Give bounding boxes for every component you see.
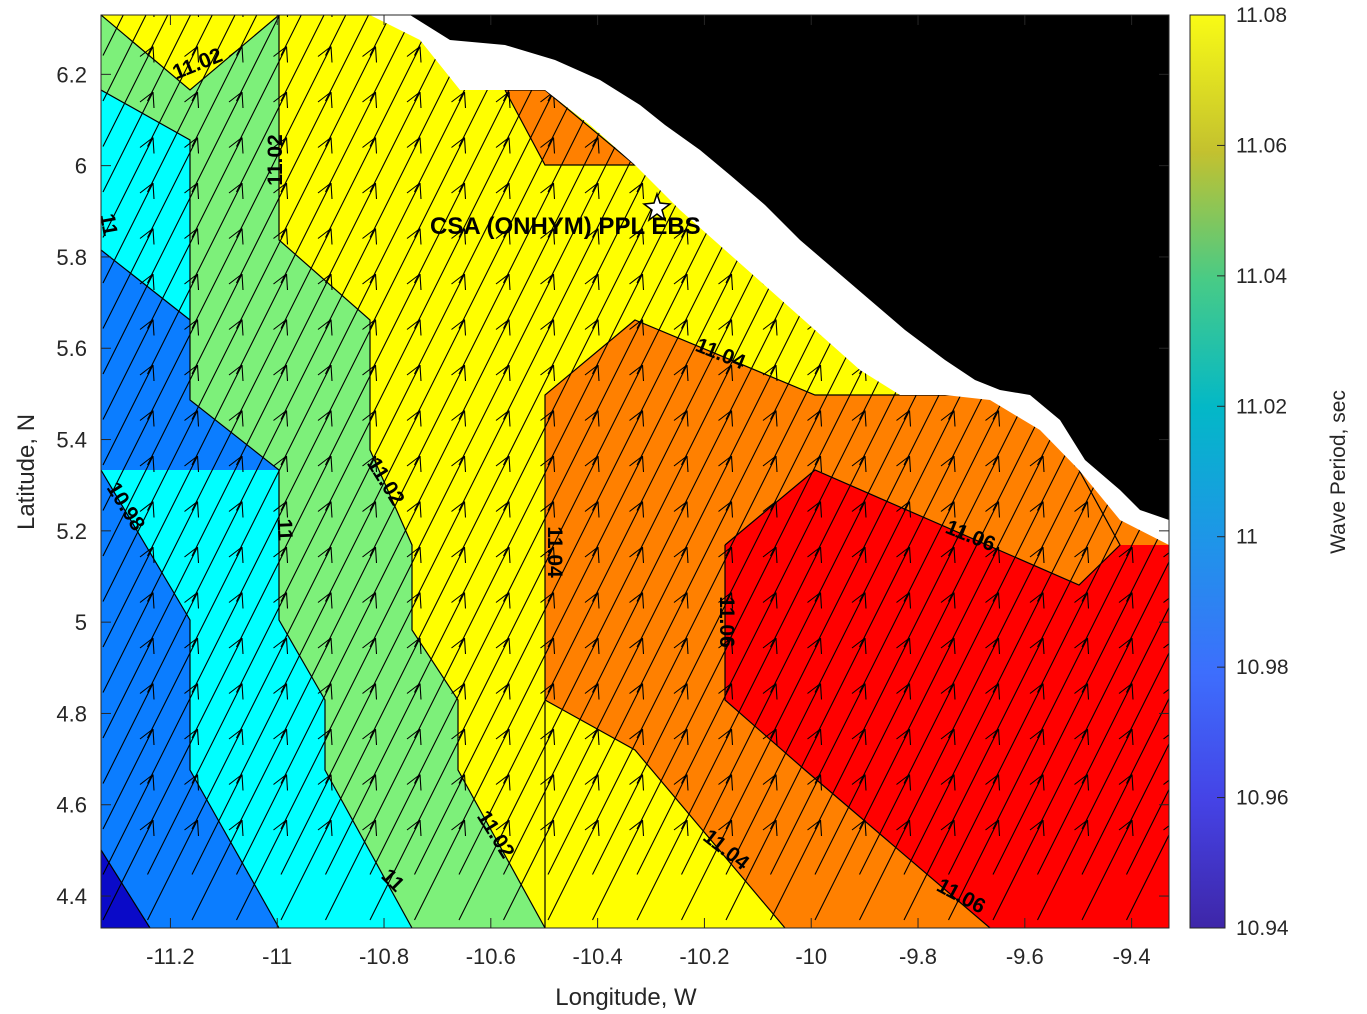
wave-arrow xyxy=(370,0,421,10)
wave-arrow xyxy=(281,0,332,10)
wave-arrow xyxy=(191,15,213,56)
x-tick-label: -10.2 xyxy=(679,944,729,969)
wave-arrow xyxy=(1038,0,1089,10)
x-tick-label: -10.6 xyxy=(466,944,516,969)
colorbar xyxy=(1189,14,1226,929)
wave-arrow xyxy=(548,0,599,10)
x-tick-label: -9.6 xyxy=(1006,944,1044,969)
wave-arrow xyxy=(1126,779,1169,875)
contour-label: 11 xyxy=(273,518,297,541)
wave-arrow xyxy=(325,15,347,56)
colorbar-tick-label: 10.96 xyxy=(1236,787,1289,810)
map-plot-area: 11.02 11.02 11 11.02 11 10.98 11.04 11.0… xyxy=(95,0,1178,928)
x-tick-label: -11 xyxy=(262,944,292,969)
wave-arrow xyxy=(280,15,302,56)
y-tick-label: 5.8 xyxy=(56,245,87,270)
contour-label: 11.02 xyxy=(264,134,287,185)
wave-arrow xyxy=(726,0,777,10)
wave-arrow xyxy=(280,15,333,102)
wave-arrow xyxy=(1127,0,1178,10)
x-axis-title: Longitude, W xyxy=(555,984,697,1011)
axes-box xyxy=(100,14,1170,929)
colorbar-tick-label: 10.94 xyxy=(1236,917,1289,940)
wave-arrow xyxy=(103,0,154,10)
wave-arrow xyxy=(459,0,510,10)
y-tick-label: 6.2 xyxy=(56,62,87,87)
colorbar-tick-label: 11.02 xyxy=(1236,395,1287,418)
wave-arrow xyxy=(147,15,200,102)
y-axis-title: Latitude, N xyxy=(13,414,40,530)
wave-arrow xyxy=(1126,688,1169,784)
wave-arrow xyxy=(415,0,466,10)
site-label: CSA (ONHYM) PPL EBS xyxy=(430,213,701,240)
wave-arrow xyxy=(326,0,377,10)
wave-arrow xyxy=(815,0,866,10)
y-tick-label: 4.8 xyxy=(56,701,87,726)
contour-lines xyxy=(101,15,1169,928)
wave-arrow xyxy=(682,0,733,10)
wave-arrow xyxy=(993,0,1044,10)
x-axis: -11.2 -11 -10.8 -10.6 -10.4 -10.2 -10 -9.8 -9.6 -… xyxy=(146,15,1151,969)
wave-arrow xyxy=(236,15,289,102)
wave-arrow xyxy=(147,15,169,56)
colorbar-tick-label: 11.06 xyxy=(1236,134,1287,157)
contour-label: 11.06 xyxy=(715,596,738,647)
wave-arrow xyxy=(1126,597,1169,693)
wave-arrow xyxy=(191,15,244,102)
wave-arrow xyxy=(1082,0,1133,10)
wave-arrow xyxy=(1126,734,1169,830)
y-axis: 4.4 4.6 4.8 5 5.2 5.4 5.6 5.8 6 6.2 xyxy=(56,62,1169,909)
y-tick-label: 5.4 xyxy=(56,428,87,453)
wave-arrow xyxy=(904,0,955,10)
y-tick-label: 5.6 xyxy=(56,336,87,361)
wave-arrow xyxy=(1126,552,1169,648)
wave-arrow xyxy=(325,15,378,102)
site-star-icon xyxy=(642,191,672,222)
x-tick-label: -9.8 xyxy=(899,944,937,969)
y-tick-label: 4.6 xyxy=(56,793,87,818)
x-tick-label: -10.8 xyxy=(359,944,409,969)
colorbar-tick-label: 11.04 xyxy=(1236,265,1287,288)
wave-arrow xyxy=(237,0,288,10)
y-tick-label: 5 xyxy=(75,610,87,635)
wave-arrow xyxy=(860,0,911,10)
wave-arrow xyxy=(369,15,391,56)
x-tick-label: -9.4 xyxy=(1113,944,1151,969)
x-tick-label: -10.4 xyxy=(573,944,623,969)
colorbar-tick-label: 11.08 xyxy=(1236,4,1287,27)
contour-label: 11.04 xyxy=(543,526,566,578)
x-tick-label: -11.2 xyxy=(146,944,195,969)
contour-label: 11 xyxy=(95,212,122,238)
y-tick-label: 6 xyxy=(75,154,87,179)
colorbar-tick-label: 10.98 xyxy=(1236,656,1289,679)
wave-arrow xyxy=(102,15,124,56)
wave-arrow xyxy=(1126,643,1169,739)
period-patch-coastal xyxy=(505,90,635,165)
wave-arrow xyxy=(949,0,1000,10)
wave-arrow xyxy=(1126,825,1169,921)
colorbar-tick-label: 11 xyxy=(1236,526,1258,549)
wave-arrow xyxy=(637,0,688,10)
y-tick-label: 5.2 xyxy=(56,519,87,544)
wave-arrow xyxy=(771,0,822,10)
y-tick-label: 4.4 xyxy=(56,884,87,909)
colorbar-ticks: 11.08 11.06 11.04 11.02 11 10.98 10.96 10.94 xyxy=(1217,4,1289,940)
wave-arrow xyxy=(102,15,155,102)
wave-arrow xyxy=(504,0,555,10)
x-tick-label: -10 xyxy=(795,944,827,969)
colorbar-title: Wave Period, sec xyxy=(1327,390,1350,554)
wave-arrow xyxy=(192,0,243,10)
wave-arrow xyxy=(593,0,644,10)
land-mass xyxy=(410,15,1169,520)
wave-arrow xyxy=(236,15,258,56)
wave-arrow xyxy=(148,0,199,10)
